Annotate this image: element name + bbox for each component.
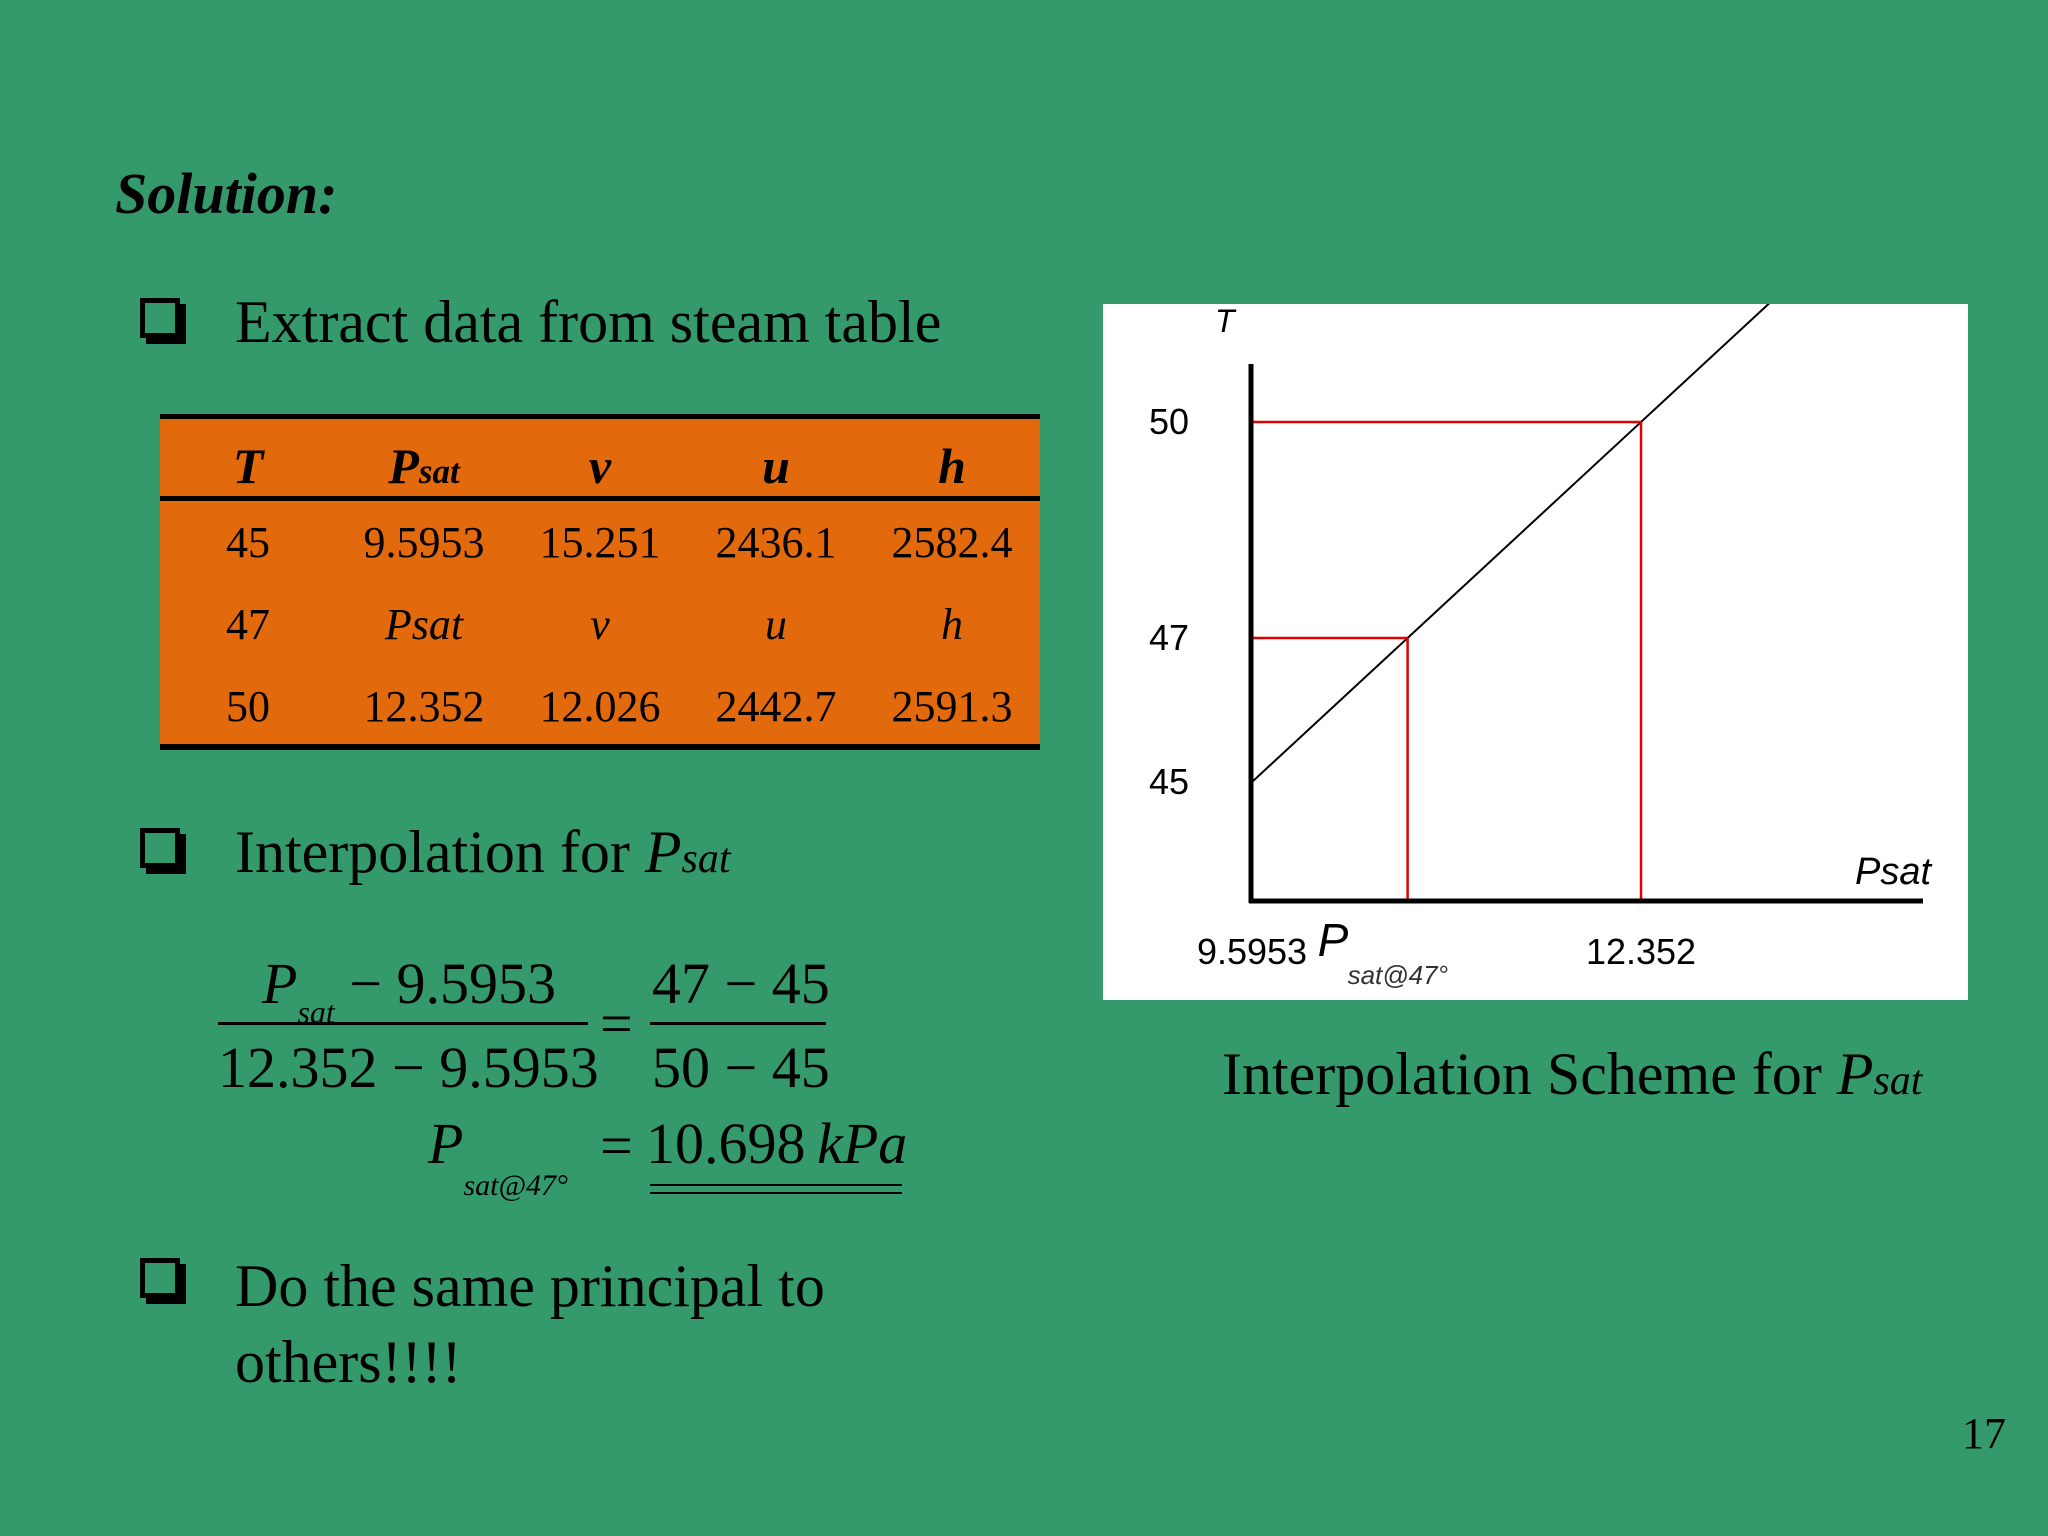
y-tick-label: 45 <box>1149 761 1189 802</box>
eq-fraction-bar-right <box>650 1022 826 1025</box>
table-cell: 2582.4 <box>891 518 1013 567</box>
bullet-interpolation: Interpolation for Psat <box>235 819 731 885</box>
eq-result-value: 10.698 kPa <box>646 1111 908 1176</box>
steam-table: T Psat v u h 45 9.5953 15.251 2436.1 258… <box>160 414 1040 750</box>
header-h: h <box>938 438 966 494</box>
x-mid-label-var: P <box>1318 914 1349 966</box>
y-axis-label: T <box>1215 304 1237 339</box>
table-cell: 15.251 <box>539 518 661 567</box>
eq-numerator-right: 47 − 45 <box>652 951 830 1016</box>
eq-result-equals: = <box>600 1113 633 1178</box>
table-cell: 12.026 <box>539 682 661 731</box>
table-cell: 2591.3 <box>891 682 1013 731</box>
eq-fraction-bar-left <box>218 1022 588 1025</box>
slide-title: Solution: <box>115 161 338 226</box>
bullet-checkbox-icon <box>140 298 180 338</box>
bullet-same-principle-line2: others!!!! <box>235 1329 462 1395</box>
eq-numerator-left: Psat − 9.5953 <box>262 951 556 1030</box>
bullet-same-principle-line1: Do the same principal to <box>235 1253 825 1319</box>
x-tick-label: 9.5953 <box>1197 931 1307 972</box>
x-axis-label: Psat <box>1855 851 1932 893</box>
table-cell: 47 <box>226 600 270 649</box>
table-cell: 9.5953 <box>363 518 485 567</box>
table-cell: u <box>765 600 787 649</box>
table-cell: 2442.7 <box>715 682 837 731</box>
eq-result-underline-2 <box>650 1192 902 1194</box>
table-cell: 50 <box>226 682 270 731</box>
eq-result-underline-1 <box>650 1184 902 1186</box>
header-v: v <box>588 438 612 494</box>
eq-denominator-left: 12.352 − 9.5953 <box>218 1035 599 1100</box>
bullet-same-principle: Do the same principal to others!!!! <box>235 1248 825 1400</box>
table-cell: 2436.1 <box>715 518 837 567</box>
y-tick-label: 50 <box>1149 401 1189 442</box>
eq-denominator-right: 50 − 45 <box>652 1035 830 1100</box>
header-psat: Psat <box>388 438 460 494</box>
eq-result-label: Psat@47° <box>428 1111 569 1202</box>
chart-caption: Interpolation Scheme for Psat <box>1222 1041 1923 1107</box>
table-cell: 45 <box>226 518 270 567</box>
steam-table-header: T Psat v u h <box>160 419 1040 501</box>
header-t: T <box>232 438 264 494</box>
table-cell: h <box>941 600 963 649</box>
table-cell: 12.352 <box>363 682 485 731</box>
bullet-checkbox-icon <box>140 828 180 868</box>
header-u: u <box>762 438 790 494</box>
table-cell: v <box>590 600 610 649</box>
bullet-checkbox-icon <box>140 1258 180 1298</box>
eq-equals: = <box>600 991 633 1056</box>
bullet-extract-data: Extract data from steam table <box>235 289 942 355</box>
interpolation-chart-svg: T Psat 50 47 45 9.5953 12.352 Psat@47° <box>1149 225 1932 990</box>
x-tick-label: 12.352 <box>1586 931 1696 972</box>
interpolation-line <box>1250 225 1854 784</box>
y-tick-label: 47 <box>1149 617 1189 658</box>
table-cell: Psat <box>384 600 464 649</box>
page-number: 17 <box>1962 1409 2006 1458</box>
x-mid-label-sub: sat@47° <box>1348 960 1448 990</box>
